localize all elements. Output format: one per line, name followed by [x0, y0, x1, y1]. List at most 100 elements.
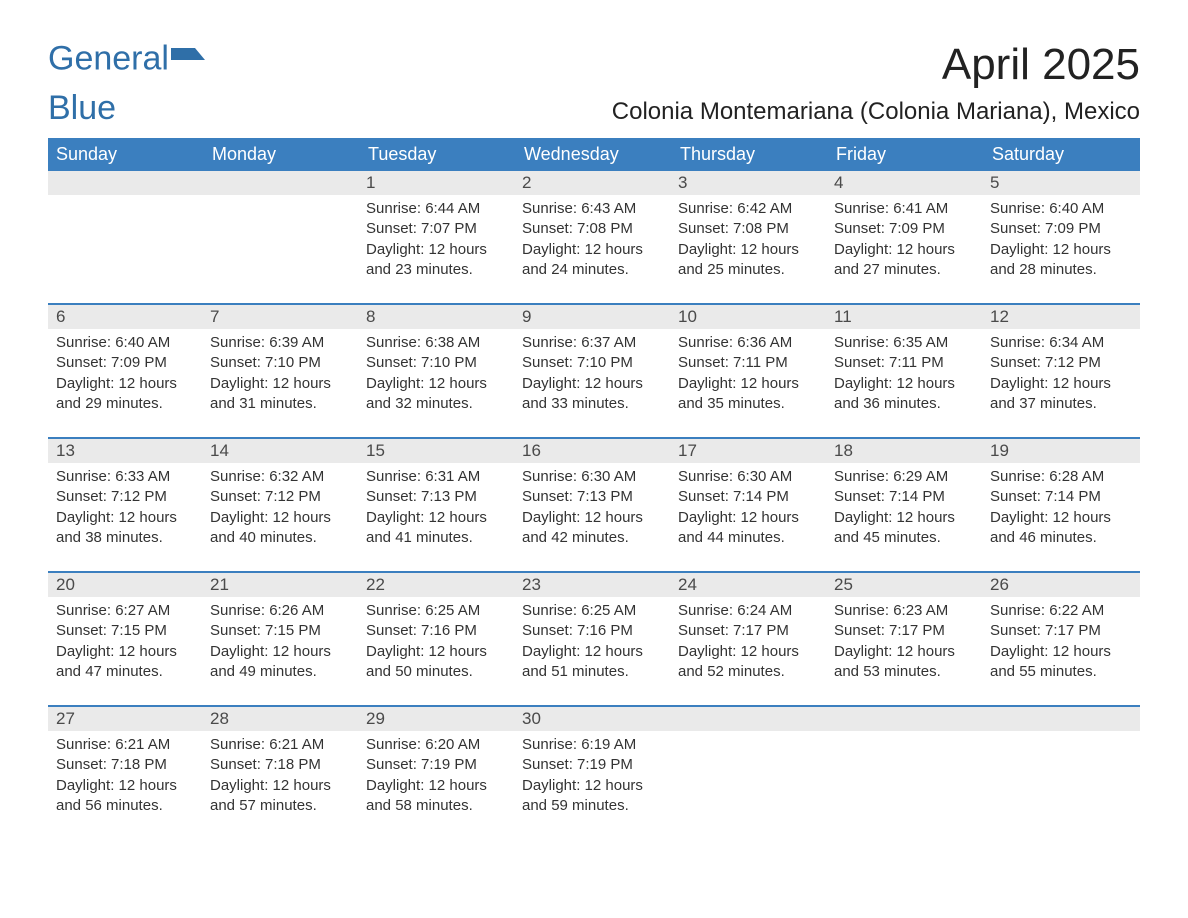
daylight-line1: Daylight: 12 hours [678, 240, 822, 260]
day-cell: 21Sunrise: 6:26 AMSunset: 7:15 PMDayligh… [204, 573, 360, 693]
daylight-line1: Daylight: 12 hours [366, 642, 510, 662]
daylight-line2: and 47 minutes. [56, 662, 198, 682]
sunset-text: Sunset: 7:12 PM [990, 353, 1134, 373]
day-cell [48, 171, 204, 291]
sunrise-text: Sunrise: 6:32 AM [210, 467, 354, 487]
day-number: 5 [984, 171, 1140, 195]
daylight-line2: and 38 minutes. [56, 528, 198, 548]
day-cell: 26Sunrise: 6:22 AMSunset: 7:17 PMDayligh… [984, 573, 1140, 693]
dow-header-cell: Tuesday [360, 138, 516, 171]
day-number: 20 [48, 573, 204, 597]
day-cell: 15Sunrise: 6:31 AMSunset: 7:13 PMDayligh… [360, 439, 516, 559]
daylight-line1: Daylight: 12 hours [522, 642, 666, 662]
day-cell: 23Sunrise: 6:25 AMSunset: 7:16 PMDayligh… [516, 573, 672, 693]
brand-logo: General Blue [48, 40, 205, 125]
daylight-line1: Daylight: 12 hours [210, 776, 354, 796]
day-number [48, 171, 204, 195]
sunset-text: Sunset: 7:13 PM [366, 487, 510, 507]
sunrise-text: Sunrise: 6:40 AM [56, 333, 198, 353]
day-number: 19 [984, 439, 1140, 463]
sunrise-text: Sunrise: 6:29 AM [834, 467, 978, 487]
day-number: 29 [360, 707, 516, 731]
daylight-line2: and 28 minutes. [990, 260, 1134, 280]
calendar: SundayMondayTuesdayWednesdayThursdayFrid… [48, 138, 1140, 827]
sunrise-text: Sunrise: 6:42 AM [678, 199, 822, 219]
day-number: 1 [360, 171, 516, 195]
daylight-line1: Daylight: 12 hours [366, 508, 510, 528]
daylight-line1: Daylight: 12 hours [678, 508, 822, 528]
day-body: Sunrise: 6:26 AMSunset: 7:15 PMDaylight:… [204, 601, 354, 682]
day-body: Sunrise: 6:20 AMSunset: 7:19 PMDaylight:… [360, 735, 510, 816]
sunrise-text: Sunrise: 6:24 AM [678, 601, 822, 621]
sunrise-text: Sunrise: 6:37 AM [522, 333, 666, 353]
sunset-text: Sunset: 7:17 PM [990, 621, 1134, 641]
day-number: 14 [204, 439, 360, 463]
daylight-line1: Daylight: 12 hours [56, 776, 198, 796]
dow-header-cell: Saturday [984, 138, 1140, 171]
day-number: 24 [672, 573, 828, 597]
day-cell: 19Sunrise: 6:28 AMSunset: 7:14 PMDayligh… [984, 439, 1140, 559]
sunrise-text: Sunrise: 6:41 AM [834, 199, 978, 219]
day-number [204, 171, 360, 195]
sunset-text: Sunset: 7:10 PM [210, 353, 354, 373]
dow-header-cell: Thursday [672, 138, 828, 171]
daylight-line1: Daylight: 12 hours [990, 642, 1134, 662]
sunset-text: Sunset: 7:08 PM [522, 219, 666, 239]
sunset-text: Sunset: 7:08 PM [678, 219, 822, 239]
day-body: Sunrise: 6:37 AMSunset: 7:10 PMDaylight:… [516, 333, 666, 414]
sunset-text: Sunset: 7:17 PM [834, 621, 978, 641]
daylight-line2: and 23 minutes. [366, 260, 510, 280]
sunset-text: Sunset: 7:11 PM [678, 353, 822, 373]
day-number: 18 [828, 439, 984, 463]
dow-header-row: SundayMondayTuesdayWednesdayThursdayFrid… [48, 138, 1140, 171]
day-cell: 17Sunrise: 6:30 AMSunset: 7:14 PMDayligh… [672, 439, 828, 559]
brand-part2: Blue [48, 89, 116, 127]
day-number: 25 [828, 573, 984, 597]
dow-header-cell: Monday [204, 138, 360, 171]
day-number [672, 707, 828, 731]
sunset-text: Sunset: 7:15 PM [56, 621, 198, 641]
day-body: Sunrise: 6:31 AMSunset: 7:13 PMDaylight:… [360, 467, 510, 548]
daylight-line2: and 35 minutes. [678, 394, 822, 414]
day-number: 26 [984, 573, 1140, 597]
day-number: 16 [516, 439, 672, 463]
sunrise-text: Sunrise: 6:21 AM [56, 735, 198, 755]
day-cell: 22Sunrise: 6:25 AMSunset: 7:16 PMDayligh… [360, 573, 516, 693]
sunset-text: Sunset: 7:15 PM [210, 621, 354, 641]
day-cell: 6Sunrise: 6:40 AMSunset: 7:09 PMDaylight… [48, 305, 204, 425]
week-row: 1 Sunrise: 6:44 AMSunset: 7:07 PMDaylight… [48, 171, 1140, 291]
day-body: Sunrise: 6:41 AMSunset: 7:09 PMDaylight:… [828, 199, 978, 280]
sunrise-text: Sunrise: 6:30 AM [678, 467, 822, 487]
day-body: Sunrise: 6:32 AMSunset: 7:12 PMDaylight:… [204, 467, 354, 548]
sunset-text: Sunset: 7:12 PM [210, 487, 354, 507]
sunset-text: Sunset: 7:12 PM [56, 487, 198, 507]
daylight-line1: Daylight: 12 hours [990, 508, 1134, 528]
daylight-line2: and 41 minutes. [366, 528, 510, 548]
daylight-line1: Daylight: 12 hours [56, 508, 198, 528]
week-row: 27Sunrise: 6:21 AMSunset: 7:18 PMDayligh… [48, 705, 1140, 827]
sunrise-text: Sunrise: 6:43 AM [522, 199, 666, 219]
daylight-line1: Daylight: 12 hours [834, 642, 978, 662]
daylight-line2: and 53 minutes. [834, 662, 978, 682]
sunrise-text: Sunrise: 6:27 AM [56, 601, 198, 621]
title-block: April 2025 Colonia Montemariana (Colonia… [612, 40, 1140, 126]
day-cell: 27Sunrise: 6:21 AMSunset: 7:18 PMDayligh… [48, 707, 204, 827]
day-cell: 29 Sunrise: 6:20 AMSunset: 7:19 PMDayligh… [360, 707, 516, 827]
daylight-line2: and 24 minutes. [522, 260, 666, 280]
day-cell: 1 Sunrise: 6:44 AMSunset: 7:07 PMDaylight… [360, 171, 516, 291]
day-body: Sunrise: 6:23 AMSunset: 7:17 PMDaylight:… [828, 601, 978, 682]
day-body: Sunrise: 6:44 AMSunset: 7:07 PMDaylight:… [360, 199, 510, 280]
sunrise-text: Sunrise: 6:38 AM [366, 333, 510, 353]
day-body: Sunrise: 6:42 AMSunset: 7:08 PMDaylight:… [672, 199, 822, 280]
day-number: 27 [48, 707, 204, 731]
page-subtitle: Colonia Montemariana (Colonia Mariana), … [612, 98, 1140, 126]
sunset-text: Sunset: 7:16 PM [522, 621, 666, 641]
page: General Blue April 2025 Colonia Montemar… [0, 0, 1188, 867]
sunset-text: Sunset: 7:09 PM [56, 353, 198, 373]
sunrise-text: Sunrise: 6:40 AM [990, 199, 1134, 219]
day-body: Sunrise: 6:35 AMSunset: 7:11 PMDaylight:… [828, 333, 978, 414]
day-cell: 25 Sunrise: 6:23 AMSunset: 7:17 PMDayligh… [828, 573, 984, 693]
day-body: Sunrise: 6:19 AMSunset: 7:19 PMDaylight:… [516, 735, 666, 816]
daylight-line1: Daylight: 12 hours [834, 240, 978, 260]
daylight-line1: Daylight: 12 hours [522, 776, 666, 796]
